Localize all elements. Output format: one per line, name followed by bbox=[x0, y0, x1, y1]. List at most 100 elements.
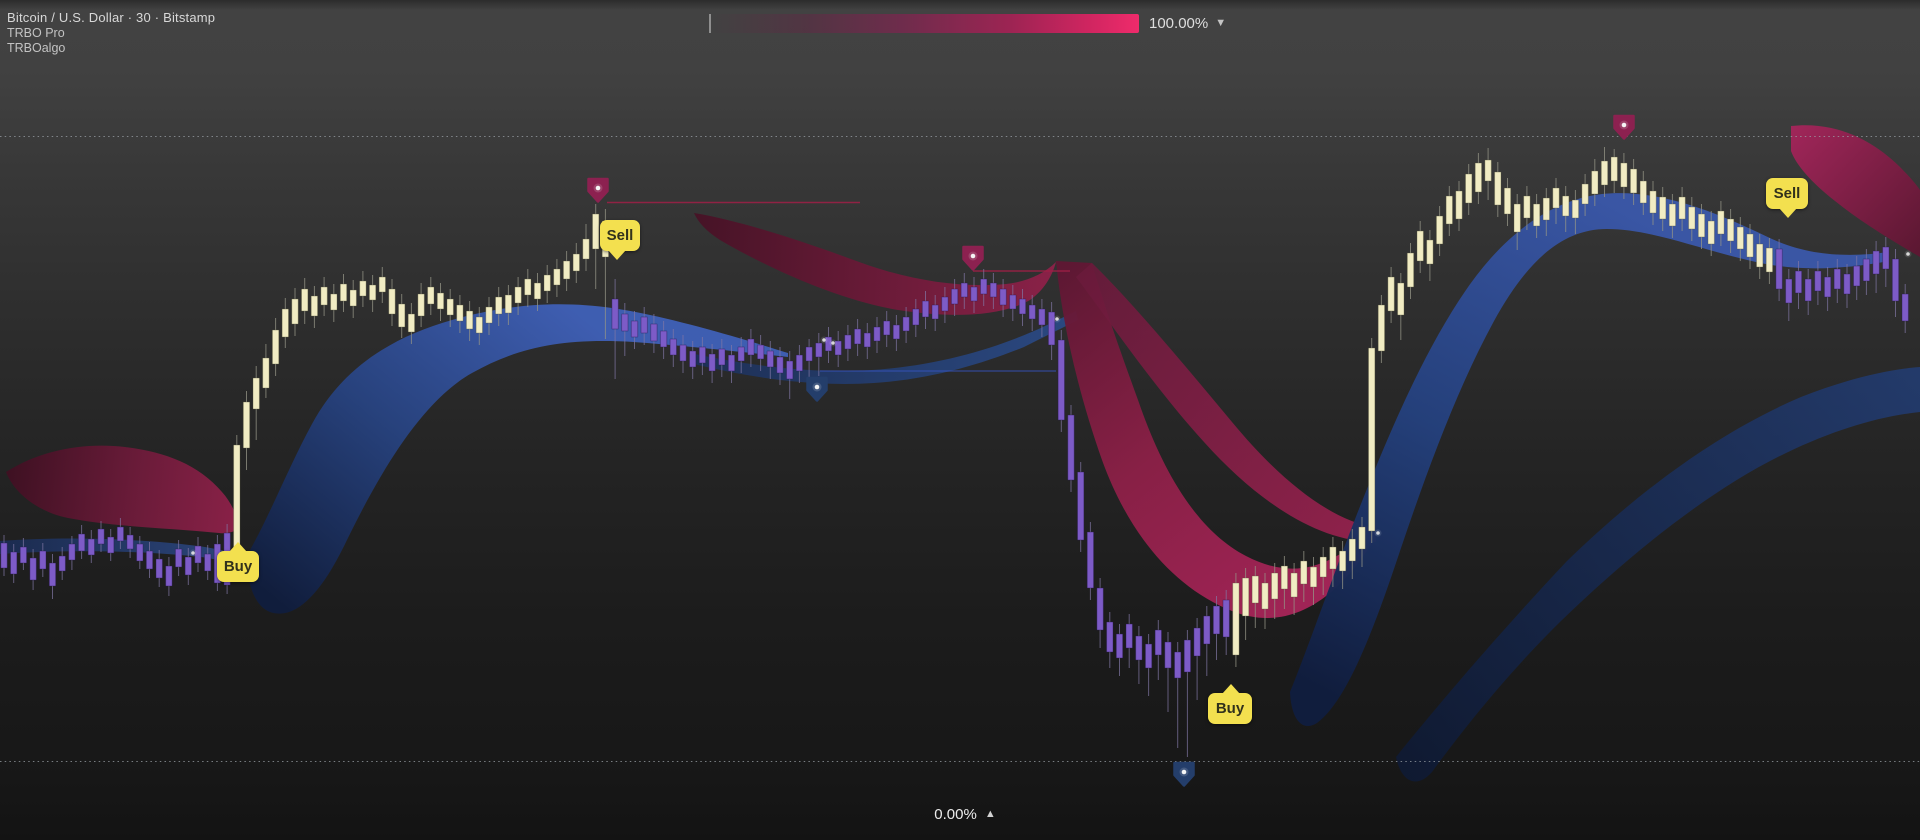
candle bbox=[737, 346, 745, 362]
indicator-trbo-pro[interactable]: TRBO Pro bbox=[7, 25, 65, 40]
candle bbox=[1872, 250, 1880, 275]
candle bbox=[999, 288, 1007, 306]
sell-signal-marker[interactable] bbox=[962, 245, 984, 271]
candle bbox=[504, 294, 513, 314]
candle bbox=[1882, 246, 1890, 270]
bottom-trend-readout: 0.00% ▲ bbox=[895, 803, 1035, 825]
ribbon-blue-right-big bbox=[1290, 193, 1889, 727]
candle bbox=[368, 284, 377, 301]
trend-strength-gradient-bar bbox=[712, 14, 1139, 33]
symbol-title[interactable]: Bitcoin / U.S. Dollar · 30 · Bitstamp bbox=[7, 10, 216, 25]
candle bbox=[291, 298, 299, 325]
candle bbox=[708, 353, 716, 372]
candle bbox=[1552, 187, 1560, 209]
candle bbox=[873, 326, 881, 342]
candle bbox=[1484, 159, 1492, 182]
candle bbox=[1135, 635, 1143, 661]
candle bbox=[1193, 627, 1201, 657]
candle bbox=[1736, 226, 1744, 250]
candle bbox=[456, 304, 464, 322]
candle bbox=[1329, 546, 1337, 570]
candle bbox=[1416, 230, 1424, 262]
candle bbox=[1038, 308, 1046, 326]
candle bbox=[1174, 651, 1182, 679]
candle bbox=[1746, 233, 1754, 258]
candle bbox=[931, 304, 939, 320]
candle bbox=[204, 553, 212, 572]
candle bbox=[1271, 572, 1279, 600]
candle bbox=[1115, 633, 1124, 659]
candle bbox=[1435, 215, 1444, 245]
buy-signal-marker[interactable] bbox=[806, 376, 828, 402]
trend-change-dot bbox=[191, 551, 195, 555]
trend-change-dot bbox=[831, 341, 835, 345]
candle bbox=[844, 334, 852, 350]
candle bbox=[1154, 629, 1162, 656]
candle bbox=[136, 543, 144, 562]
signal-markers-layer bbox=[587, 114, 1635, 787]
candle bbox=[562, 260, 571, 280]
candle bbox=[1387, 276, 1395, 312]
candle bbox=[1280, 565, 1289, 590]
candle bbox=[10, 551, 18, 575]
sell-signal-marker[interactable] bbox=[587, 177, 609, 203]
candle bbox=[1474, 162, 1483, 193]
candle bbox=[1804, 278, 1812, 302]
trend-change-dot bbox=[822, 338, 826, 342]
trend-change-dot bbox=[1906, 252, 1910, 256]
gauge-value: 100.00% bbox=[1149, 14, 1209, 32]
candle bbox=[1358, 526, 1366, 550]
candle bbox=[1232, 582, 1240, 656]
candle bbox=[795, 354, 804, 372]
candle bbox=[436, 292, 445, 310]
candle bbox=[747, 338, 755, 356]
candle bbox=[398, 303, 406, 328]
candle bbox=[679, 344, 687, 362]
candle bbox=[39, 550, 47, 570]
candle bbox=[863, 332, 871, 348]
candle bbox=[233, 444, 241, 569]
candle bbox=[252, 377, 260, 410]
bottom-gauge-value: 0.00% bbox=[934, 805, 977, 823]
candle bbox=[485, 306, 493, 324]
candle bbox=[912, 308, 920, 326]
candle bbox=[465, 310, 474, 330]
candle bbox=[582, 238, 590, 260]
candle bbox=[1620, 162, 1628, 188]
candle bbox=[1756, 243, 1764, 268]
candle bbox=[126, 534, 134, 550]
candle bbox=[301, 288, 309, 312]
candle bbox=[1581, 183, 1589, 205]
candle bbox=[1455, 190, 1463, 220]
indicator-trboalgo[interactable]: TRBOalgo bbox=[7, 41, 66, 55]
candle bbox=[1251, 575, 1259, 604]
trend-ribbons bbox=[0, 125, 1920, 782]
candle bbox=[495, 296, 503, 315]
candle bbox=[1823, 276, 1832, 298]
candle bbox=[805, 346, 813, 362]
candle bbox=[1309, 566, 1318, 588]
candle bbox=[1503, 187, 1512, 215]
sell-signal-marker[interactable] bbox=[1613, 114, 1635, 140]
candle bbox=[1513, 203, 1521, 233]
buy-signal-marker[interactable] bbox=[1173, 761, 1195, 787]
candle bbox=[1794, 270, 1803, 294]
candle bbox=[1833, 268, 1841, 290]
trend-change-dot bbox=[1376, 531, 1380, 535]
candle bbox=[1678, 196, 1686, 220]
candle bbox=[756, 344, 765, 360]
candle bbox=[1697, 213, 1706, 238]
trend-dots-layer bbox=[189, 250, 1912, 557]
candle bbox=[689, 350, 697, 368]
candle bbox=[87, 538, 95, 556]
candle bbox=[407, 313, 416, 333]
candle bbox=[1542, 197, 1550, 221]
candle bbox=[1610, 156, 1618, 182]
candle bbox=[165, 565, 173, 587]
candle bbox=[1426, 239, 1434, 265]
candle bbox=[1348, 538, 1356, 562]
candle bbox=[116, 526, 125, 542]
candle bbox=[980, 278, 988, 295]
